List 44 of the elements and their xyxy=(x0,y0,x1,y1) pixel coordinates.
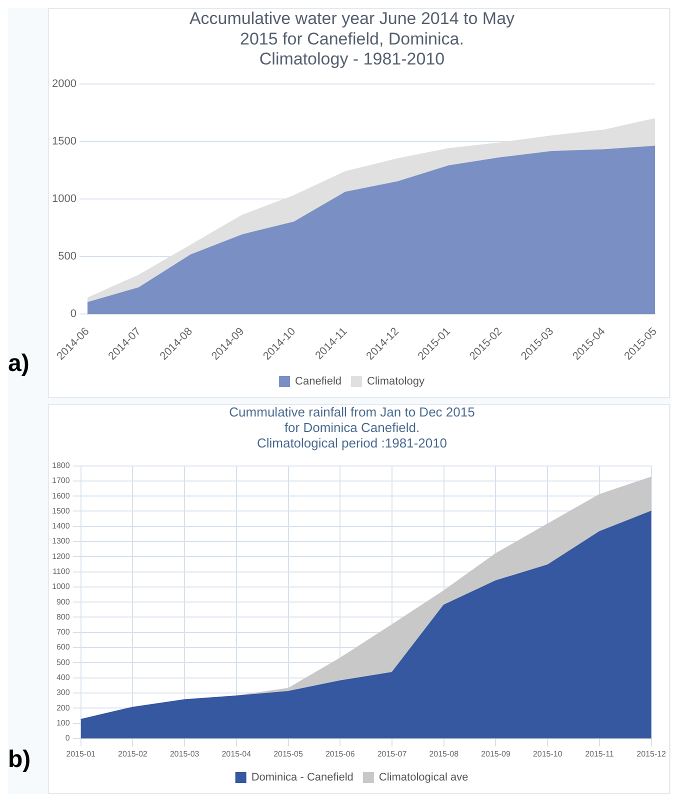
x-tick-label: 2015-10 xyxy=(532,749,563,758)
y-tick-label: 200 xyxy=(56,703,70,712)
y-tick-label: 700 xyxy=(56,628,70,637)
y-tick-label: 1600 xyxy=(52,491,70,500)
legend-label: Climatology xyxy=(367,376,425,388)
x-tick-label: 2015-02 xyxy=(118,749,148,758)
x-tick-label: 2015-03 xyxy=(170,749,200,758)
y-tick-label: 1800 xyxy=(52,461,70,470)
y-tick-label: 0 xyxy=(65,734,70,743)
y-tick-label: 600 xyxy=(56,642,70,652)
x-tick-label: 2015-08 xyxy=(429,749,460,758)
y-tick-label: 100 xyxy=(56,718,70,728)
y-tick-label: 1100 xyxy=(52,567,70,576)
x-tick-label: 2015-09 xyxy=(481,749,511,758)
x-tick-label: 2015-05 xyxy=(274,749,304,758)
y-tick-label: 1400 xyxy=(52,522,70,531)
y-tick-label: 800 xyxy=(56,612,70,622)
y-tick-label: 1000 xyxy=(52,582,70,592)
legend-label: Canefield xyxy=(295,376,342,388)
text: a) xyxy=(8,350,30,378)
y-tick-label: 1300 xyxy=(52,536,70,546)
y-tick-label: 0 xyxy=(70,308,76,320)
y-tick-label: 300 xyxy=(56,688,70,698)
x-tick-label: 2015-04 xyxy=(222,749,252,758)
y-tick-label: 500 xyxy=(58,250,76,263)
y-tick-label: 1500 xyxy=(52,136,76,148)
legend-label: Dominica - Canefield xyxy=(251,772,354,784)
x-tick-label: 2015-07 xyxy=(377,749,408,758)
x-tick-label: 2015-01 xyxy=(66,749,96,758)
chart-title: Cummulative rainfall from Jan to Dec 2015 for Dominica Canefield. Climatological period :1981-2010 xyxy=(229,404,475,451)
y-tick-label: 900 xyxy=(56,597,70,606)
text: b) xyxy=(8,746,32,774)
y-tick-label: 400 xyxy=(56,673,70,682)
x-tick-label: 2015-11 xyxy=(585,749,614,758)
y-tick-label: 2000 xyxy=(52,78,76,90)
y-tick-label: 500 xyxy=(56,658,70,667)
y-tick-label: 1700 xyxy=(52,476,70,486)
legend-label: Climatological ave xyxy=(378,772,468,784)
chart-title: Accumulative water year June 2014 to May 2015 for Canefield, Dominica. Climatology - 1981-2010 xyxy=(189,8,516,69)
y-tick-label: 1500 xyxy=(52,506,70,516)
y-tick-label: 1200 xyxy=(52,552,70,561)
y-tick-label: 1000 xyxy=(52,193,76,206)
x-tick-label: 2015-12 xyxy=(636,749,667,758)
x-tick-label: 2015-06 xyxy=(325,749,356,758)
